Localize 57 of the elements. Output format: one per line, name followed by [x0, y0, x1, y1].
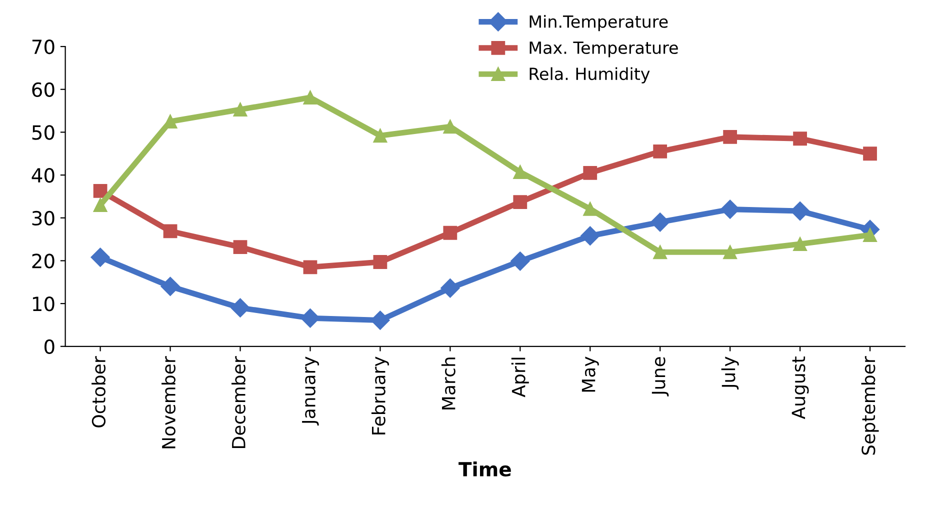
- point: [373, 128, 388, 143]
- legend-label: Max. Temperature: [530, 42, 678, 58]
- point: [653, 245, 668, 260]
- point: [370, 310, 390, 330]
- y-tick-label: 30: [32, 210, 54, 226]
- point: [373, 255, 388, 269]
- point: [510, 252, 530, 271]
- point: [583, 166, 598, 180]
- point: [233, 102, 248, 116]
- y-tick-label: 40: [32, 168, 54, 183]
- point: [300, 308, 320, 328]
- point: [303, 90, 318, 104]
- x-tick-label: March: [441, 358, 456, 410]
- point: [863, 146, 877, 161]
- y-tick-label: 10: [32, 296, 54, 312]
- point: [583, 202, 598, 216]
- point: [163, 224, 178, 238]
- point: [723, 245, 738, 260]
- point: [650, 212, 670, 232]
- point: [303, 260, 318, 274]
- point: [653, 144, 668, 158]
- point: [93, 184, 108, 198]
- legend-label: Min.Temperature: [530, 15, 668, 32]
- point: [513, 165, 528, 179]
- y-tick-label: 20: [32, 254, 54, 268]
- x-axis-title: Time: [458, 461, 511, 477]
- y-tick-label: 50: [32, 125, 54, 140]
- y-tick-label: 0: [44, 339, 54, 354]
- point: [90, 248, 110, 267]
- x-tick-label: December: [232, 356, 246, 448]
- y-tick-label: 60: [32, 82, 54, 98]
- point: [93, 198, 108, 212]
- x-tick-label: June: [652, 357, 669, 396]
- point: [790, 201, 810, 221]
- x-tick-label: November: [162, 356, 176, 448]
- point: [723, 130, 738, 144]
- x-tick-label: July: [721, 356, 739, 390]
- point: [230, 298, 250, 318]
- point: [233, 240, 248, 254]
- point: [580, 226, 600, 246]
- x-tick-label: September: [861, 356, 879, 455]
- x-tick-label: February: [371, 356, 389, 434]
- point: [440, 278, 460, 298]
- point: [863, 228, 877, 242]
- x-tick-label: January: [302, 356, 319, 426]
- point: [443, 226, 458, 240]
- y-tick-label: 70: [32, 39, 54, 54]
- x-tick-label: April: [511, 358, 529, 398]
- x-tick-label: August: [792, 356, 809, 420]
- point: [160, 276, 180, 296]
- legend-label: Rela. Humidity: [530, 67, 650, 84]
- x-tick-label: October: [92, 356, 106, 428]
- point: [443, 120, 458, 134]
- point: [793, 132, 807, 146]
- point: [513, 195, 528, 209]
- x-tick-label: May: [582, 356, 599, 392]
- point: [793, 237, 807, 251]
